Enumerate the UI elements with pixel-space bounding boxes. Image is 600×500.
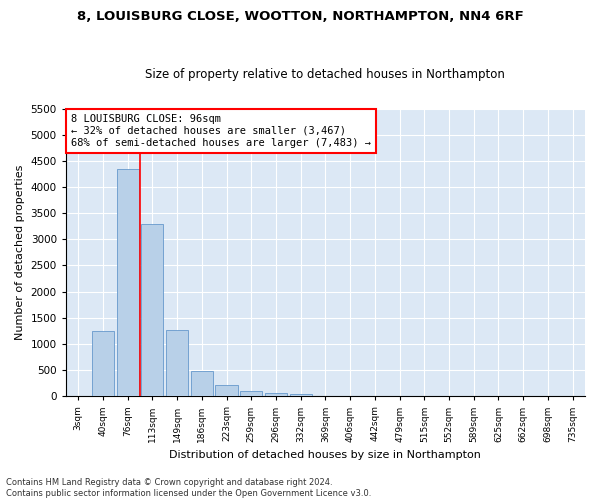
Text: 8 LOUISBURG CLOSE: 96sqm
← 32% of detached houses are smaller (3,467)
68% of sem: 8 LOUISBURG CLOSE: 96sqm ← 32% of detach… (71, 114, 371, 148)
Bar (265, 392, 287, 396)
Bar (191, 371, 213, 396)
Bar (290, 394, 312, 396)
Bar (92, 331, 114, 396)
Text: Contains HM Land Registry data © Crown copyright and database right 2024.
Contai: Contains HM Land Registry data © Crown c… (6, 478, 371, 498)
Title: Size of property relative to detached houses in Northampton: Size of property relative to detached ho… (145, 68, 505, 81)
Bar (141, 224, 163, 396)
X-axis label: Distribution of detached houses by size in Northampton: Distribution of detached houses by size … (169, 450, 481, 460)
Bar (166, 330, 188, 396)
Y-axis label: Number of detached properties: Number of detached properties (15, 164, 25, 340)
Bar (116, 168, 139, 396)
Bar (215, 385, 238, 396)
Bar (240, 391, 262, 396)
Text: 8, LOUISBURG CLOSE, WOOTTON, NORTHAMPTON, NN4 6RF: 8, LOUISBURG CLOSE, WOOTTON, NORTHAMPTON… (77, 10, 523, 23)
